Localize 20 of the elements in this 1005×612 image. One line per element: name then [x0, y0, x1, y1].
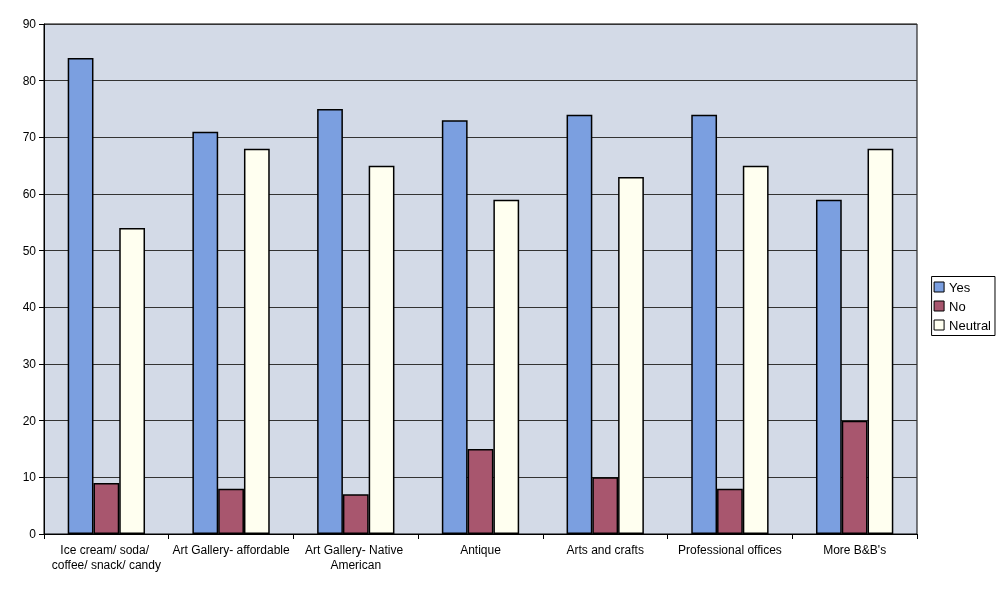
legend-label: No — [949, 298, 966, 314]
y-tick-label: 70 — [22, 130, 37, 145]
y-tick-label: 40 — [22, 300, 37, 315]
y-tick-label: 50 — [22, 243, 37, 258]
x-tick-label: Art Gallery- Native American — [305, 542, 407, 572]
y-tick-label: 90 — [22, 17, 37, 31]
y-tick-label: 0 — [29, 527, 37, 541]
y-tick-label: 60 — [22, 187, 37, 201]
x-tick-label: Arts and crafts — [566, 542, 644, 557]
x-tick-label: Antique — [460, 542, 502, 557]
y-tick-label: 20 — [22, 413, 37, 428]
y-tick-label: 80 — [22, 73, 37, 88]
y-tick-label: 30 — [22, 357, 37, 371]
x-tick-label: Ice cream/ soda/ coffee/ snack/ candy — [51, 542, 161, 572]
x-tick-label: More B&B's — [823, 542, 887, 557]
y-tick-label: 10 — [22, 470, 37, 485]
legend-label: Neutral — [949, 317, 992, 333]
x-tick-label: Art Gallery- affordable — [172, 542, 290, 557]
x-tick-label: Professional offices — [678, 542, 782, 557]
legend-label: Yes — [949, 279, 971, 295]
